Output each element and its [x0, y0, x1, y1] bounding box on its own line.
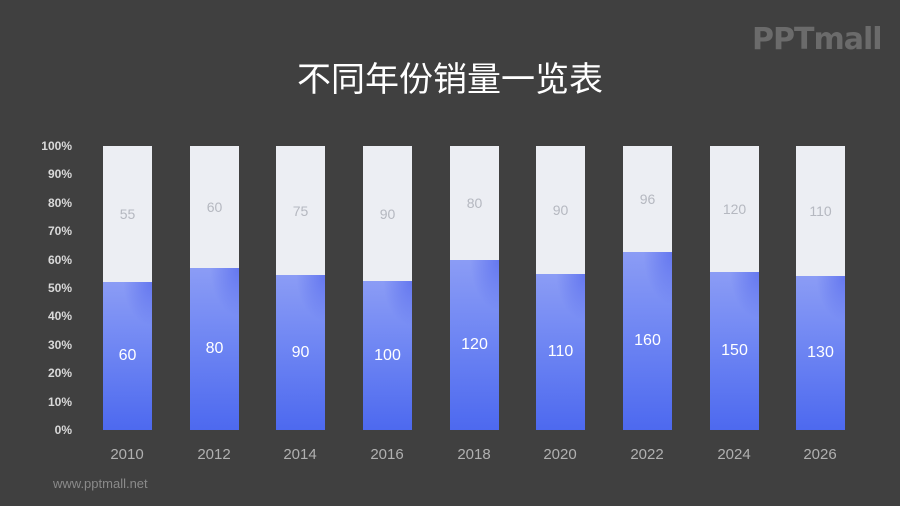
bar-segment-bottom: 80	[190, 268, 239, 430]
y-tick-label: 30%	[47, 337, 72, 352]
y-tick-label: 60%	[47, 252, 72, 267]
value-label-top: 110	[809, 203, 832, 219]
bar-segment-top: 75	[276, 146, 325, 275]
y-tick-label: 0%	[54, 423, 72, 437]
y-tick-label: 80%	[47, 195, 72, 210]
value-label-bottom: 100	[374, 346, 401, 364]
value-label-top: 120	[722, 201, 747, 217]
bar-segment-top: 120	[710, 146, 759, 272]
x-tick-label: 2016	[370, 446, 404, 463]
bar-segment-bottom: 150	[710, 272, 759, 430]
bar-segment-bottom: 120	[450, 260, 499, 430]
value-label-top: 90	[552, 202, 569, 218]
stacked-bar: 60 80	[190, 146, 239, 430]
bar-segment-bottom: 90	[276, 275, 325, 430]
bar-segment-bottom: 100	[363, 281, 412, 430]
y-tick-label: 70%	[47, 224, 72, 239]
value-label-bottom: 120	[461, 336, 488, 353]
x-tick-label: 2022	[630, 446, 664, 463]
chart-title: 不同年份销量一览表	[297, 60, 603, 100]
stacked-bar: 55 60	[103, 146, 152, 430]
value-label-top: 96	[639, 191, 656, 207]
bar-segment-top: 96	[623, 146, 672, 252]
y-tick-label: 100%	[41, 139, 72, 153]
stacked-bar: 110 130	[796, 146, 845, 430]
value-label-top: 90	[379, 205, 396, 222]
stacked-bar: 90 110	[536, 146, 585, 430]
brand-logo: PPTmall	[752, 22, 883, 57]
value-label-bottom: 110	[547, 343, 574, 360]
bar-segment-top: 90	[536, 146, 585, 274]
x-tick-label: 2024	[717, 446, 751, 463]
stacked-bar: 90 100	[363, 146, 412, 430]
bar-segment-bottom: 110	[536, 274, 585, 430]
stacked-bar: 120 150	[710, 146, 759, 430]
value-label-bottom: 80	[205, 340, 224, 357]
y-tick-label: 40%	[47, 309, 72, 324]
value-label-bottom: 150	[721, 342, 748, 359]
value-label-top: 60	[206, 199, 223, 215]
bar-segment-top: 55	[103, 146, 152, 282]
value-label-bottom: 60	[118, 347, 137, 364]
x-tick-label: 2010	[110, 446, 144, 463]
value-label-bottom: 160	[634, 332, 661, 349]
value-label-bottom: 90	[291, 343, 310, 361]
x-tick-label: 2018	[457, 446, 491, 463]
x-tick-label: 2012	[197, 446, 231, 463]
y-tick-label: 20%	[47, 366, 72, 381]
bar-segment-top: 80	[450, 146, 499, 260]
bar-segment-bottom: 160	[623, 252, 672, 430]
bar-segment-bottom: 130	[796, 276, 845, 430]
footer-url: www.pptmall.net	[53, 476, 148, 491]
value-label-bottom: 130	[807, 344, 834, 361]
x-tick-label: 2020	[543, 446, 577, 463]
stacked-bar: 75 90	[276, 146, 325, 430]
bar-segment-top: 60	[190, 146, 239, 268]
stacked-bar: 80 120	[450, 146, 499, 430]
bar-segment-bottom: 60	[103, 282, 152, 430]
bar-segment-top: 90	[363, 146, 412, 281]
y-tick-label: 90%	[47, 167, 72, 182]
value-label-top: 75	[292, 202, 309, 219]
bar-segment-top: 110	[796, 146, 845, 276]
x-tick-label: 2026	[803, 446, 837, 463]
y-tick-label: 50%	[47, 281, 72, 295]
value-label-top: 80	[466, 195, 483, 211]
stacked-bar: 96 160	[623, 146, 672, 430]
value-label-top: 55	[119, 206, 136, 222]
x-tick-label: 2014	[283, 446, 317, 463]
y-tick-label: 10%	[47, 394, 72, 409]
